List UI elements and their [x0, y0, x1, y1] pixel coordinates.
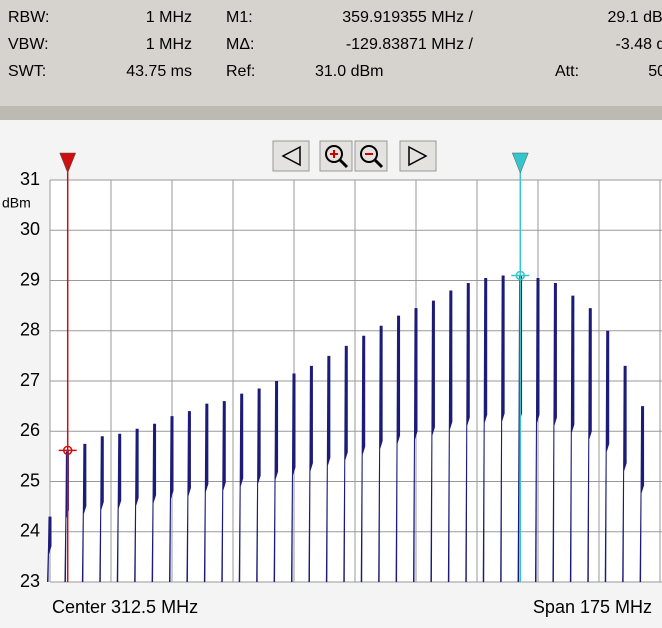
spectral-line — [116, 433, 122, 582]
header-field: SWT: — [8, 63, 46, 80]
marker-flag — [59, 152, 77, 174]
spectral-line — [291, 373, 296, 582]
spectral-line — [395, 315, 401, 582]
spectral-line — [622, 365, 627, 582]
header-panel — [0, 0, 662, 106]
center-label: Center 312.5 MHz — [52, 597, 198, 617]
header-field: 31.0 dBm — [315, 63, 383, 80]
prev-button[interactable] — [272, 140, 310, 172]
header-field: Att: — [555, 63, 579, 80]
spectral-line — [186, 411, 191, 582]
header-field: VBW: — [8, 36, 49, 53]
y-tick-label: 28 — [20, 320, 40, 340]
spectral-line — [639, 406, 645, 582]
toolbar — [272, 140, 437, 172]
header-field: 1 MHz — [146, 36, 192, 53]
y-tick-label: 30 — [20, 219, 40, 239]
zoom-out-button[interactable] — [354, 140, 388, 172]
spectral-line — [99, 436, 104, 582]
y-tick-label: 24 — [20, 521, 40, 541]
spectral-line — [465, 283, 470, 582]
y-unit: dBm — [2, 195, 31, 211]
header-field: 43.75 ms — [126, 63, 192, 80]
y-tick-label: 27 — [20, 370, 40, 390]
spectral-line — [413, 308, 418, 582]
spectral-line — [221, 401, 226, 582]
y-tick-label: 25 — [20, 470, 40, 490]
spectral-line — [430, 300, 435, 582]
header-field: MΔ: — [226, 36, 254, 53]
spectral-line — [447, 290, 453, 582]
spectral-line — [81, 443, 87, 582]
spectral-line — [47, 516, 52, 582]
header-field: RBW: — [8, 9, 49, 26]
header-field: M1: — [226, 9, 253, 26]
spectral-line — [151, 423, 157, 582]
span-label: Span 175 MHz — [533, 597, 652, 617]
header-field: -3.48 dB — [616, 36, 662, 53]
spectral-line — [325, 355, 331, 582]
spectral-line — [500, 275, 505, 582]
y-tick-label: 31 — [20, 169, 40, 189]
header-field: Ref: — [226, 63, 255, 80]
spectral-line — [535, 277, 540, 582]
y-tick-label: 26 — [20, 420, 40, 440]
spectral-line — [343, 345, 348, 582]
spectral-line — [256, 388, 261, 582]
next-button[interactable] — [399, 140, 437, 172]
header-field: 359.919355 MHz / — [342, 9, 473, 26]
spectral-line — [552, 283, 557, 582]
marker-flag — [511, 152, 529, 174]
spectral-line — [169, 416, 174, 582]
spectral-line — [360, 335, 366, 582]
spectral-line — [308, 365, 313, 582]
spectral-line — [587, 308, 592, 582]
y-tick-label: 29 — [20, 269, 40, 289]
zoom-in-button[interactable] — [319, 140, 353, 172]
header-field: -129.83871 MHz / — [346, 36, 474, 53]
header-field: 1 MHz — [146, 9, 192, 26]
separator — [0, 106, 662, 120]
spectral-line — [482, 277, 488, 582]
spectral-line — [203, 403, 209, 582]
spectral-line — [569, 295, 575, 582]
spectral-line — [134, 428, 139, 582]
spectral-line — [273, 381, 279, 582]
spectral-line — [378, 325, 383, 582]
header-field: 50 dB — [648, 63, 662, 80]
y-tick-label: 23 — [20, 571, 40, 591]
header-field: 29.1 dBm — [608, 9, 662, 26]
spectral-line — [238, 393, 244, 582]
spectral-line — [604, 330, 610, 582]
